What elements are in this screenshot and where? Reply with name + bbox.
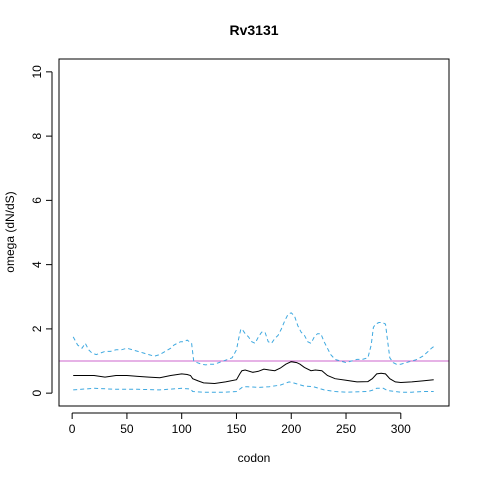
y-tick-label: 10 [30,65,44,79]
x-tick-label: 250 [336,422,356,436]
series-line-upper [72,312,434,366]
y-axis-label: omega (dN/dS) [3,191,17,272]
y-axis: 0 2 4 6 8 10 [30,65,53,396]
plot-area [59,312,449,393]
y-tick-label: 2 [30,325,44,332]
plot-frame [58,58,450,407]
x-tick-label: 100 [172,422,192,436]
chart-title: Rv3131 [229,22,278,38]
x-tick-label: 0 [69,422,76,436]
y-tick-label: 0 [30,389,44,396]
x-tick-label: 200 [281,422,301,436]
x-tick-label: 300 [391,422,411,436]
x-axis: 0 50 100 150 200 250 300 [69,412,411,436]
series-line-estimate [73,361,434,385]
y-tick-label: 6 [30,197,44,204]
y-tick-label: 4 [30,261,44,268]
x-axis-label: codon [238,451,271,465]
series-line-lower [73,381,434,393]
y-tick-label: 8 [30,132,44,139]
x-tick-label: 150 [226,422,246,436]
x-tick-label: 50 [120,422,134,436]
